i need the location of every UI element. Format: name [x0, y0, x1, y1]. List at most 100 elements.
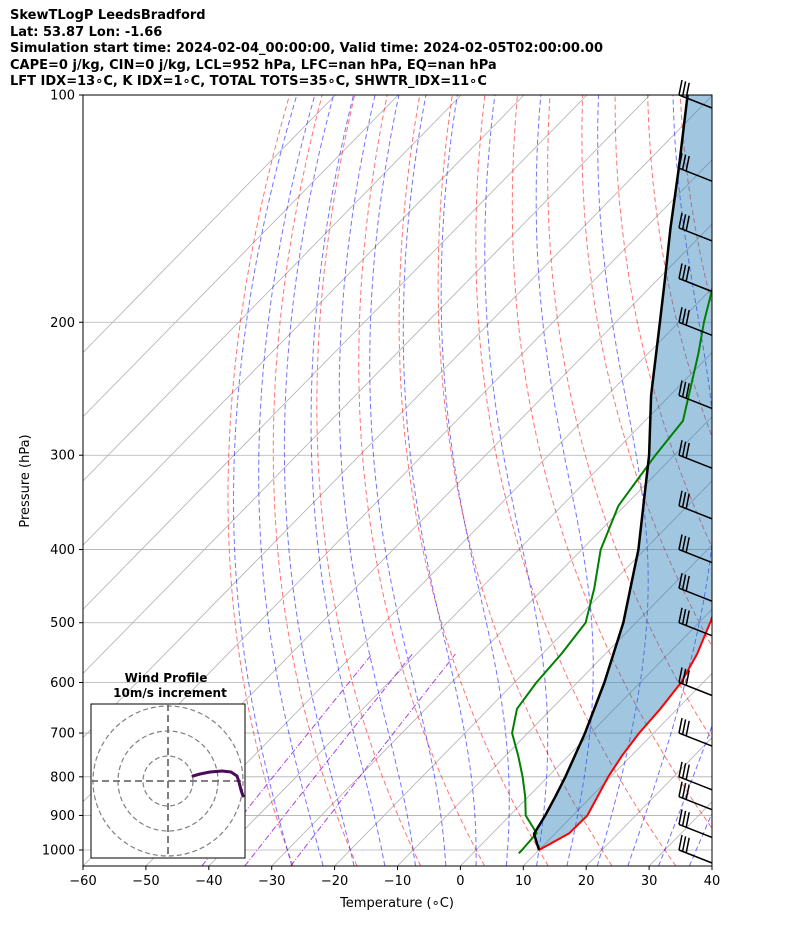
y-tick-label: 800 — [50, 770, 75, 785]
dry-adiabat — [745, 95, 794, 866]
wind-barb-flag — [681, 668, 687, 685]
wind-barb-flag — [685, 575, 690, 592]
wind-barb-flag — [681, 763, 687, 779]
mixing-ratio-line — [290, 653, 456, 866]
wind-barb-flag — [678, 307, 683, 323]
isotherm-gridline — [83, 95, 588, 610]
wind-barb — [678, 263, 713, 293]
wind-barb — [678, 490, 713, 520]
title-cape-info: CAPE=0 j/kg, CIN=0 j/kg, LCL=952 hPa, LF… — [10, 57, 497, 73]
wind-barb — [678, 834, 713, 864]
wind-barb-flag — [678, 809, 683, 825]
wind-barb-flag — [681, 719, 687, 735]
wind-barb-flag — [685, 784, 690, 800]
x-tick-label: 40 — [704, 874, 721, 889]
wind-barb — [678, 809, 713, 839]
moist-adiabat — [283, 95, 355, 866]
y-tick-label: 700 — [50, 727, 75, 742]
wind-barb-flag — [681, 535, 687, 552]
x-tick-label: −30 — [258, 874, 285, 889]
wind-barb — [678, 307, 713, 336]
wind-barb — [678, 781, 713, 811]
wind-barb-staff — [678, 587, 713, 602]
wind-barb-flag — [681, 810, 687, 826]
y-tick-label: 500 — [50, 616, 75, 631]
isotherm-gridline — [397, 544, 712, 866]
dry-adiabat — [581, 95, 712, 648]
wind-barb-flag — [681, 574, 687, 590]
parcel-path-line — [532, 95, 689, 851]
wind-barb-flag — [678, 573, 683, 589]
wind-barb — [678, 607, 713, 637]
wind-barb-flag — [678, 761, 683, 777]
wind-barb-flag — [685, 493, 690, 509]
wind-barb — [678, 717, 713, 747]
wind-barb-flag — [678, 79, 683, 96]
wind-barb-flag — [678, 607, 683, 623]
y-tick-label: 300 — [50, 449, 75, 464]
mixing-ratio-line — [244, 653, 413, 866]
wind-barb-flag — [685, 720, 690, 736]
wind-barb-flag — [681, 782, 687, 799]
wind-barb-flag — [678, 667, 683, 683]
wind-barb-staff — [678, 776, 713, 791]
moist-adiabat — [720, 95, 794, 866]
x-tick-label: 30 — [641, 874, 658, 889]
dry-adiabat — [272, 95, 358, 866]
moist-adiabat — [535, 95, 594, 866]
wind-barb-staff — [678, 622, 713, 637]
wind-barb-flag — [681, 441, 687, 457]
isotherm-gridline — [711, 865, 712, 866]
moist-adiabat — [596, 95, 649, 866]
x-axis-label: Temperature (∘C) — [339, 896, 454, 911]
moist-adiabat — [258, 95, 324, 866]
isotherm-gridline — [208, 351, 712, 866]
y-tick-label: 900 — [50, 809, 75, 824]
wind-barb-staff — [678, 454, 713, 469]
wind-barb-staff — [678, 167, 713, 182]
isotherm-gridline — [460, 608, 712, 866]
wind-barb — [678, 761, 713, 791]
wind-barb-staff — [678, 394, 713, 410]
wind-barb-flag — [678, 263, 683, 279]
wind-barb-flag — [678, 717, 683, 734]
wind-barb-flag — [685, 837, 690, 853]
x-tick-label: 10 — [515, 874, 532, 889]
wind-barb — [678, 380, 713, 410]
isotherm-gridline — [334, 480, 712, 866]
wind-barbs — [678, 79, 713, 864]
isotherm-gridline — [145, 287, 712, 866]
wind-barb-staff — [678, 732, 713, 747]
isotherm-gridline — [83, 95, 525, 546]
wind-barb-flag — [685, 537, 690, 553]
wind-barb-flag — [681, 264, 687, 281]
x-tick-label: 0 — [456, 874, 464, 889]
moist-adiabat — [402, 95, 477, 866]
wind-barb-flag — [681, 492, 687, 508]
wind-barb-staff — [678, 94, 713, 109]
dry-adiabat — [358, 95, 485, 866]
wind-barb-staff — [678, 227, 713, 242]
isotherm-gridline — [83, 95, 336, 354]
wind-barb-flag — [685, 442, 690, 459]
wind-barb-staff — [678, 796, 713, 811]
wind-barb — [678, 153, 713, 182]
wind-barb-staff — [678, 505, 713, 520]
dry-adiabat — [398, 95, 549, 866]
title-indices: LFT IDX=13∘C, K IDX=1∘C, TOTAL TOTS=35∘C… — [10, 74, 487, 89]
wind-barb — [678, 212, 713, 242]
wind-barb-flag — [678, 490, 683, 506]
isotherm-gridline — [523, 672, 712, 866]
dry-adiabat — [778, 95, 794, 866]
wind-barb-staff — [678, 277, 713, 293]
x-tick-label: −60 — [69, 874, 96, 889]
wind-barb-flag — [681, 836, 687, 852]
cin-shaded-area — [534, 95, 712, 850]
x-tick-label: −50 — [132, 874, 159, 889]
isotherm-gridline — [271, 416, 712, 866]
wind-barb-flag — [681, 154, 687, 170]
dry-adiabat — [316, 95, 422, 866]
y-tick-label: 200 — [50, 316, 75, 331]
wind-barb-flag — [685, 215, 690, 231]
